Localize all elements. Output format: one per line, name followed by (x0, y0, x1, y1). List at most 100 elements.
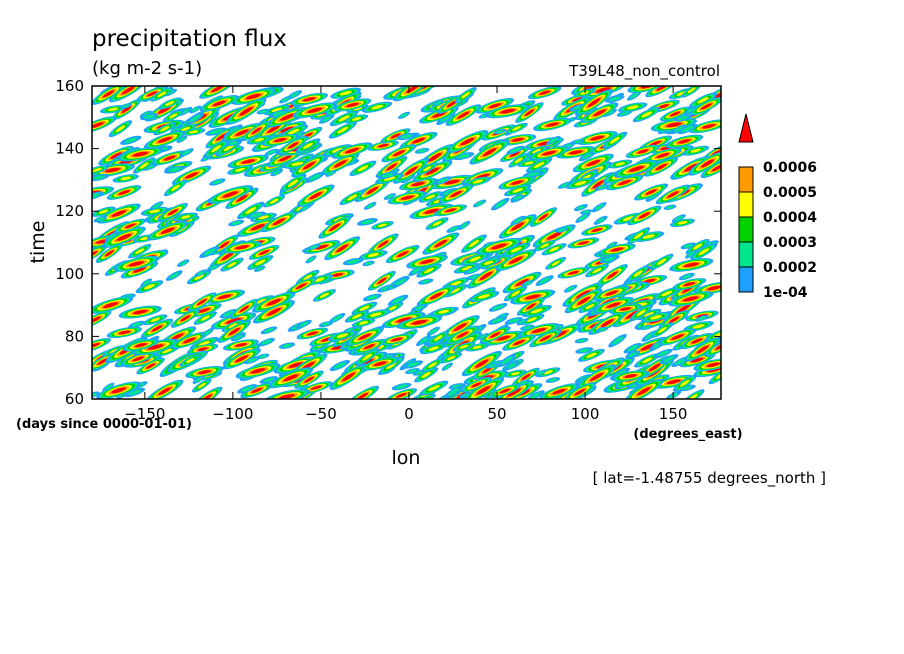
precip-contour (188, 130, 199, 134)
precip-cell (268, 367, 314, 389)
precip-contour (628, 352, 637, 357)
precip-contour (255, 259, 266, 266)
precip-contour (683, 282, 696, 287)
precip-contour (633, 270, 643, 277)
precip-contour (181, 126, 191, 131)
precip-contour (96, 216, 105, 222)
precip-cell (303, 240, 341, 254)
precip-contour (197, 270, 205, 276)
precip-contour (111, 387, 127, 394)
precip-contour (428, 346, 440, 351)
precip-contour (203, 248, 216, 256)
precip-cell (672, 374, 697, 392)
x-tick-label: −150 (124, 405, 165, 423)
precip-cell (296, 319, 312, 329)
precip-contour (526, 172, 540, 177)
precip-contour (329, 223, 341, 232)
precip-contour (670, 111, 681, 117)
precip-contour (513, 195, 522, 200)
precip-contour (580, 91, 589, 95)
precip-contour (595, 87, 611, 93)
precip-contour (228, 141, 238, 145)
precip-cell (375, 156, 408, 178)
precip-contour (500, 108, 516, 114)
precip-contour (263, 377, 275, 383)
precip-cell (277, 135, 309, 155)
chart-title: precipitation flux (92, 26, 287, 52)
precip-contour (132, 151, 149, 157)
colorbar-swatch (738, 241, 754, 268)
precip-cell (354, 178, 390, 203)
precip-cell (545, 256, 567, 270)
precip-contour (618, 179, 631, 186)
precip-cell (254, 265, 266, 272)
precip-cell (363, 201, 377, 210)
precip-cell (685, 238, 710, 255)
precip-contour (124, 223, 136, 229)
precip-cell (140, 113, 159, 121)
colorbar-label: 0.0002 (763, 260, 817, 276)
precip-cell (398, 111, 410, 119)
precip-contour (366, 203, 374, 209)
precip-cell (339, 189, 365, 206)
precipitation-field (92, 86, 721, 399)
precip-contour (135, 248, 145, 255)
precip-cell (598, 243, 636, 256)
y-tick-label: 100 (55, 265, 84, 283)
precip-cell (164, 165, 186, 174)
precip-contour (421, 279, 431, 284)
precip-contour (585, 304, 595, 310)
precip-contour (198, 307, 210, 313)
precip-cell (576, 364, 617, 390)
precip-contour (667, 191, 679, 198)
precip-cell (673, 114, 693, 122)
precip-cell (93, 215, 108, 223)
precip-contour (337, 126, 349, 134)
precip-cell (655, 184, 691, 205)
precip-cell (504, 361, 519, 371)
precip-contour (702, 123, 716, 129)
precip-cell (270, 168, 284, 177)
precip-cell (179, 354, 202, 367)
precip-contour (591, 228, 603, 232)
precip-contour (209, 129, 223, 135)
precip-cell (219, 308, 238, 319)
precip-contour (322, 116, 332, 122)
precip-contour (160, 227, 175, 234)
x-tick-label: 150 (659, 405, 688, 423)
precip-contour (254, 138, 264, 142)
precip-contour (674, 215, 683, 221)
precip-cell (477, 333, 489, 340)
precip-contour (425, 194, 436, 200)
precip-contour (145, 164, 155, 170)
precip-contour (147, 344, 164, 350)
precip-cell (282, 159, 313, 169)
precip-contour (687, 87, 696, 94)
precip-contour (641, 111, 653, 118)
precip-cell (554, 227, 569, 233)
precip-contour (400, 195, 414, 200)
precip-cell (573, 204, 588, 212)
precip-cell (416, 285, 456, 307)
precip-cell (671, 124, 687, 134)
precip-contour (139, 162, 149, 169)
precip-contour (692, 324, 705, 329)
precip-cell (479, 326, 511, 344)
precip-contour (574, 388, 586, 396)
colorbar-swatch (738, 191, 754, 218)
precip-cell (351, 301, 378, 315)
precip-cell (248, 244, 280, 260)
precip-contour (396, 317, 411, 323)
precip-cell (688, 119, 721, 134)
precip-contour (121, 86, 135, 95)
precip-contour (469, 256, 481, 262)
precip-contour (457, 111, 470, 119)
precip-contour (131, 322, 142, 327)
precip-contour (371, 104, 384, 110)
precip-contour (437, 178, 449, 184)
precip-contour (707, 285, 721, 291)
precip-cell (461, 376, 492, 393)
precip-contour (145, 363, 156, 369)
precip-cell (627, 205, 662, 226)
